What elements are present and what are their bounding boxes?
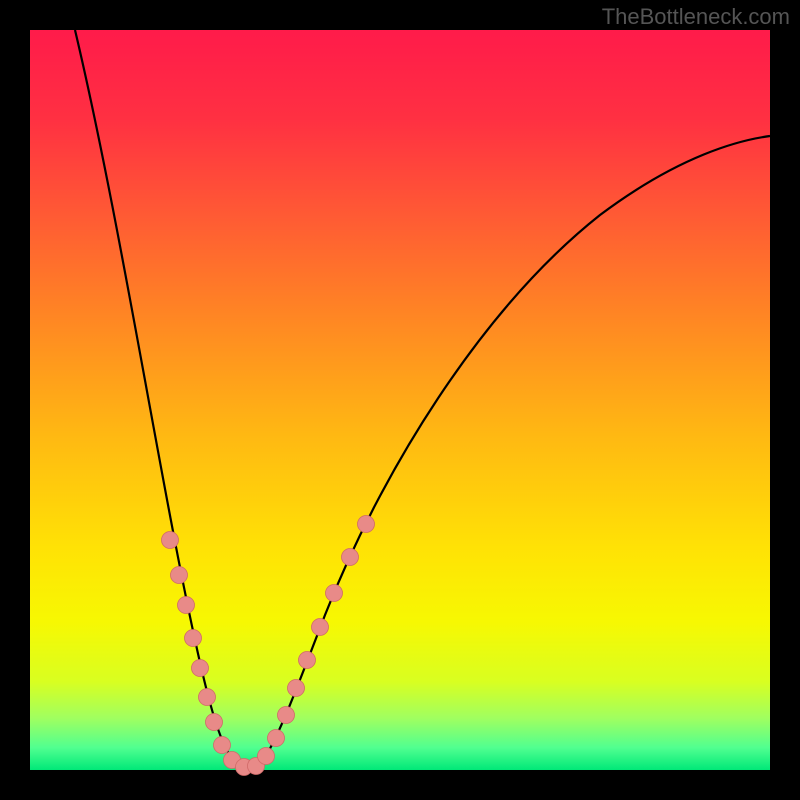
curve-marker (299, 652, 316, 669)
curve-marker (268, 730, 285, 747)
curve-marker (278, 707, 295, 724)
curve-marker (199, 689, 216, 706)
curve-marker (178, 597, 195, 614)
curve-marker (288, 680, 305, 697)
curve-marker (258, 748, 275, 765)
curve-marker (358, 516, 375, 533)
plot-background (30, 30, 770, 770)
bottleneck-chart (0, 0, 800, 800)
curve-marker (214, 737, 231, 754)
curve-marker (171, 567, 188, 584)
curve-marker (312, 619, 329, 636)
curve-marker (342, 549, 359, 566)
curve-marker (206, 714, 223, 731)
curve-marker (326, 585, 343, 602)
curve-marker (162, 532, 179, 549)
watermark-text: TheBottleneck.com (602, 4, 790, 30)
curve-marker (185, 630, 202, 647)
curve-marker (192, 660, 209, 677)
